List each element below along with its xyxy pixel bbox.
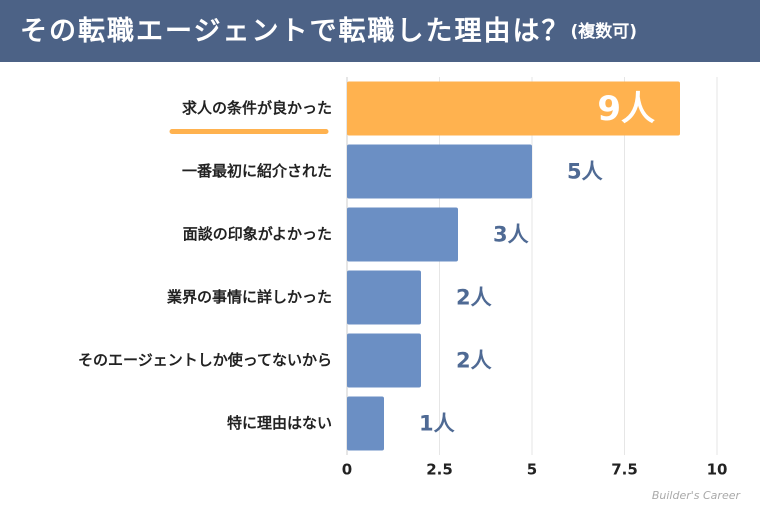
x-tick-label: 5 [527, 461, 537, 479]
category-label: 求人の条件が良かった [182, 99, 332, 117]
x-tick-label: 7.5 [611, 461, 638, 479]
value-label: 1人 [419, 412, 455, 436]
bar [347, 396, 384, 451]
value-label: 2人 [456, 286, 492, 310]
x-tick-label: 10 [707, 461, 728, 479]
bar [347, 144, 532, 199]
category-label: そのエージェントしか使ってないから [78, 351, 332, 369]
watermark: Builder's Career [652, 489, 742, 502]
title-bar [0, 0, 760, 62]
value-label: 9人 [597, 89, 655, 129]
category-label: 業界の事情に詳しかった [166, 288, 332, 306]
value-label: 2人 [456, 349, 492, 373]
bar [347, 207, 458, 262]
x-tick-label: 0 [342, 461, 352, 479]
category-label: 一番最初に紹介された [182, 162, 332, 180]
bar [347, 333, 421, 388]
value-label: 5人 [567, 160, 603, 184]
value-label: 3人 [493, 223, 529, 247]
bar [347, 270, 421, 325]
chart-title: その転職エージェントで転職した理由は？(複数可) [20, 16, 637, 47]
title-main: その転職エージェントで転職した理由は？ [20, 16, 570, 47]
category-label: 特に理由はない [227, 414, 332, 432]
chart-subtitle: (複数可) [570, 21, 637, 42]
category-label: 面談の印象がよかった [183, 225, 332, 243]
x-tick-label: 2.5 [426, 461, 453, 479]
bar [347, 81, 680, 136]
